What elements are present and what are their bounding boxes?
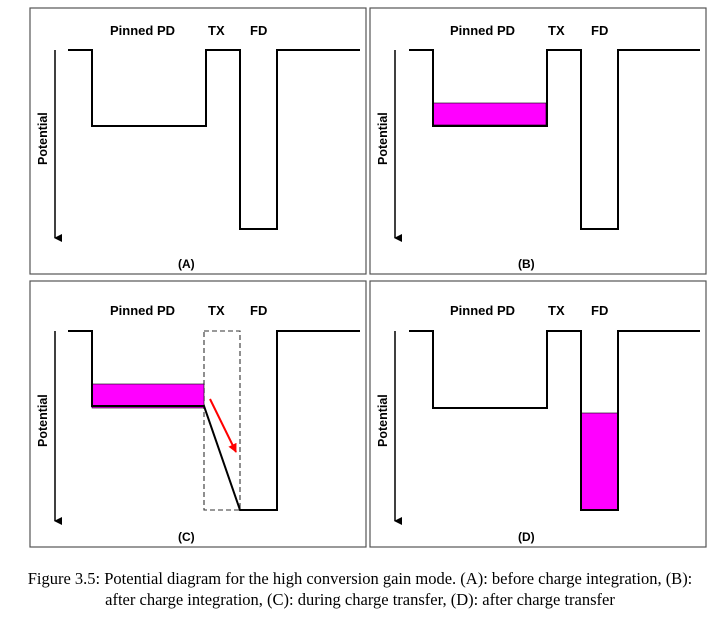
potential-profile: [68, 49, 360, 230]
potential-axis-label: Potential: [376, 394, 390, 447]
tx-label: TX: [208, 303, 225, 318]
fd-label: FD: [591, 303, 608, 318]
pinned-pd-label: Pinned PD: [110, 303, 175, 318]
panel-d: Pinned PD TX FD Potential (D): [369, 280, 707, 548]
panel-c: Pinned PD TX FD Potential (C): [29, 280, 367, 548]
tx-label: TX: [548, 23, 565, 38]
panel-b: Pinned PD TX FD Potential (B): [369, 7, 707, 275]
integrated-charge-block: [432, 102, 547, 126]
panel-c-tag: (C): [178, 530, 195, 544]
panel-b-tag: (B): [518, 257, 535, 271]
fd-label: FD: [250, 303, 267, 318]
figure-caption: Figure 3.5: Potential diagram for the hi…: [27, 569, 693, 609]
tx-barrier-previous-outline: [203, 330, 241, 511]
potential-profile: [68, 330, 360, 511]
potential-axis-label: Potential: [36, 394, 50, 447]
fd-label: FD: [250, 23, 267, 38]
panel-c-frame: [29, 280, 367, 548]
panel-d-tag: (D): [518, 530, 535, 544]
potential-axis-label: Potential: [36, 112, 50, 165]
panel-a-frame: [29, 7, 367, 275]
pinned-pd-label: Pinned PD: [450, 23, 515, 38]
pinned-pd-label: Pinned PD: [450, 303, 515, 318]
charge-flow-arrow: [209, 398, 237, 453]
tx-label: TX: [548, 303, 565, 318]
panel-a: Pinned PD TX FD Potential (A): [29, 7, 367, 275]
fd-label: FD: [591, 23, 608, 38]
potential-profile: [409, 330, 700, 511]
pinned-pd-label: Pinned PD: [110, 23, 175, 38]
fd-charge-block: [580, 412, 619, 511]
tx-label: TX: [208, 23, 225, 38]
potential-profile: [409, 49, 700, 230]
panel-b-frame: [369, 7, 707, 275]
panel-d-frame: [369, 280, 707, 548]
potential-axis-label: Potential: [376, 112, 390, 165]
panel-a-tag: (A): [178, 257, 195, 271]
transferring-charge-block: [91, 383, 205, 409]
potential-diagram-figure: Pinned PD TX FD Potential (A) Pinned PD …: [29, 7, 707, 548]
